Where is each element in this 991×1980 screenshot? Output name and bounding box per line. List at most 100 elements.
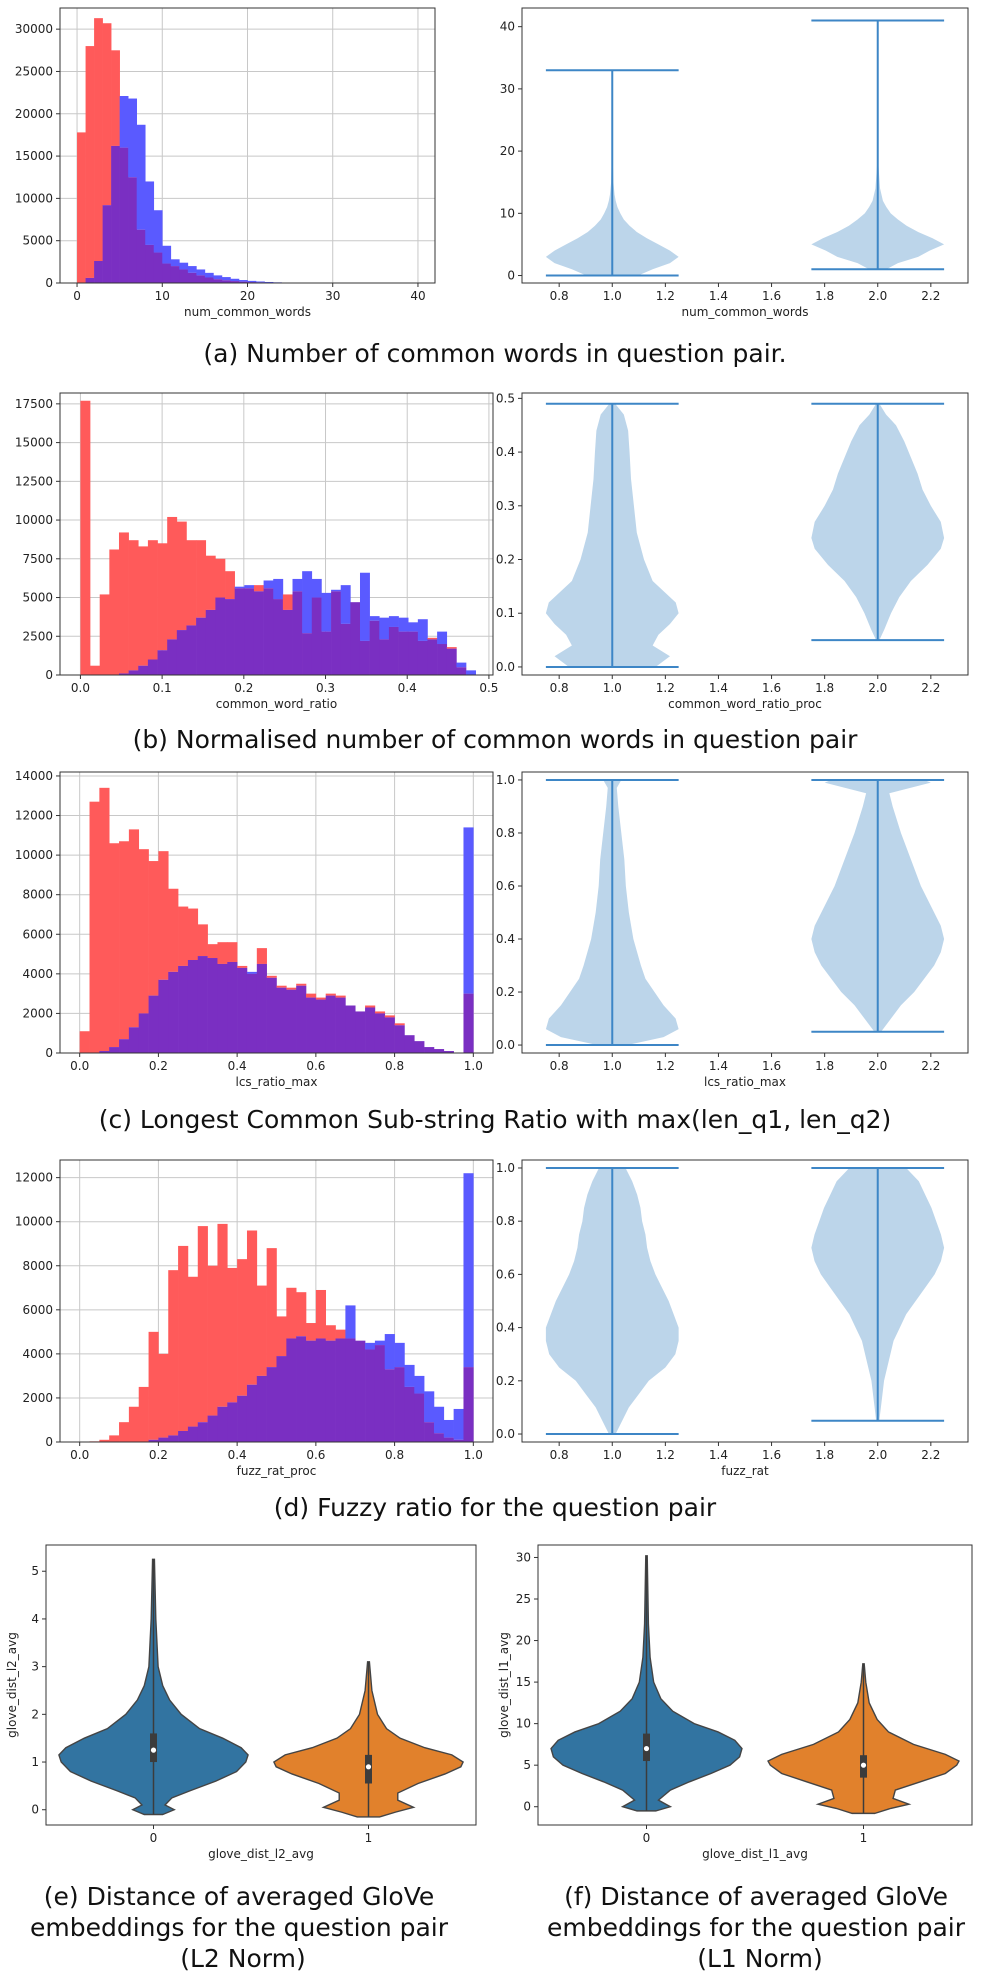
bar-label-0 bbox=[207, 944, 218, 959]
y-tick-label: 30 bbox=[500, 82, 515, 96]
y-tick-label: 1 bbox=[31, 1755, 39, 1769]
bar-overlap bbox=[119, 147, 129, 283]
chart-d-violin: 0.8 1.0 1.2 1.4 1.6 1.8 2.0 2.2 0.0 0.2 0.4 0.6 0.8 1… bbox=[496, 1159, 969, 1478]
y-tick-label: 12000 bbox=[15, 809, 53, 823]
bar-overlap bbox=[102, 205, 112, 283]
caption-e-line-1: (e) Distance of averaged GloVe bbox=[44, 1882, 434, 1911]
axes-frame bbox=[59, 392, 494, 676]
bar-overlap bbox=[365, 1349, 376, 1442]
x-tick-label: 1.6 bbox=[762, 289, 781, 303]
bar-overlap bbox=[225, 599, 235, 675]
bar-overlap bbox=[359, 640, 370, 675]
x-tick-label: 1.2 bbox=[656, 1448, 675, 1462]
bar-label-1 bbox=[230, 278, 240, 282]
x-tick-label: 0.8 bbox=[550, 289, 569, 303]
bar-label-1 bbox=[374, 1340, 386, 1346]
x-axis-label: fuzz_rat_proc bbox=[237, 1464, 317, 1478]
bar-overlap bbox=[266, 1367, 277, 1442]
bar-label-1 bbox=[179, 262, 189, 270]
bar-label-1 bbox=[424, 1391, 435, 1423]
bar-label-0 bbox=[89, 801, 100, 1053]
chart-b-violin: 0.8 1.0 1.2 1.4 1.6 1.8 2.0 2.2 0.0 0.1 0.2 0.3 0.4 0… bbox=[496, 391, 969, 711]
y-tick-label: 5000 bbox=[22, 234, 53, 248]
bar-overlap bbox=[394, 1025, 405, 1053]
bar-overlap bbox=[213, 279, 223, 283]
violin-median-1 bbox=[365, 1764, 372, 1770]
bar-overlap bbox=[424, 1422, 435, 1442]
caption-c: (c) Longest Common Sub-string Ratio with… bbox=[99, 1105, 892, 1134]
bar-overlap bbox=[148, 1439, 159, 1442]
bar-overlap bbox=[215, 597, 226, 675]
bar-overlap bbox=[292, 591, 303, 675]
bar-label-0 bbox=[384, 1015, 395, 1018]
bar-overlap bbox=[158, 979, 169, 1053]
bar-overlap bbox=[463, 993, 474, 1053]
bar-label-0 bbox=[158, 851, 169, 980]
x-tick-label: 1.0 bbox=[603, 681, 622, 695]
y-tick-label: 0.0 bbox=[496, 1038, 515, 1052]
bar-label-1 bbox=[365, 1342, 376, 1350]
x-tick-label: 2.2 bbox=[921, 289, 940, 303]
bar-overlap bbox=[446, 648, 457, 675]
y-tick-label: 0.2 bbox=[496, 553, 515, 567]
bar-overlap bbox=[197, 1422, 208, 1442]
x-tick-label: 0.5 bbox=[479, 681, 498, 695]
bar-overlap bbox=[217, 963, 228, 1053]
bar-overlap bbox=[168, 1435, 179, 1442]
y-tick-label: 15000 bbox=[15, 436, 53, 450]
x-tick-label: 1.6 bbox=[762, 1448, 781, 1462]
bar-overlap bbox=[433, 1433, 445, 1442]
bar-overlap bbox=[128, 670, 139, 675]
y-tick-label: 10000 bbox=[15, 1215, 53, 1229]
y-tick-label: 0 bbox=[31, 1803, 39, 1817]
y-tick-label: 15000 bbox=[15, 149, 53, 163]
x-tick-label: 0.3 bbox=[316, 681, 335, 695]
bar-overlap bbox=[404, 1035, 415, 1053]
y-tick-label: 0.6 bbox=[496, 879, 515, 893]
bar-overlap bbox=[296, 985, 307, 1053]
caption-f-line-1: (f) Distance of averaged GloVe bbox=[564, 1882, 948, 1911]
bar-overlap bbox=[325, 995, 336, 1053]
bar-overlap bbox=[207, 1415, 218, 1442]
bar-label-1 bbox=[414, 1375, 425, 1394]
x-tick-label: 2.0 bbox=[868, 1448, 887, 1462]
bar-label-1 bbox=[379, 617, 390, 640]
y-tick-label: 2 bbox=[31, 1707, 39, 1721]
bar-overlap bbox=[204, 277, 214, 283]
violin-median-0 bbox=[643, 1745, 650, 1752]
x-axis-label: common_word_ratio_proc bbox=[668, 697, 822, 711]
y-tick-label: 20 bbox=[516, 1634, 531, 1648]
bar-label-1 bbox=[196, 269, 206, 276]
bar-label-0 bbox=[109, 843, 120, 1048]
bar-overlap bbox=[147, 659, 158, 675]
bar-label-1 bbox=[443, 1419, 454, 1438]
axes-frame bbox=[521, 392, 969, 676]
y-tick-label: 12500 bbox=[15, 474, 53, 488]
x-tick-label: 1.0 bbox=[603, 289, 622, 303]
bar-label-0 bbox=[138, 546, 149, 666]
y-tick-label: 2000 bbox=[22, 1006, 53, 1020]
bar-overlap bbox=[111, 145, 120, 283]
bar-label-1 bbox=[302, 571, 313, 634]
bar-overlap bbox=[170, 266, 180, 283]
x-axis-label: num_common_words bbox=[184, 305, 311, 319]
bar-label-0 bbox=[266, 975, 277, 978]
bar-label-0 bbox=[335, 1329, 346, 1339]
bar-overlap bbox=[331, 591, 342, 675]
y-tick-label: 0 bbox=[45, 1435, 53, 1449]
bar-overlap bbox=[335, 1338, 346, 1442]
bar-label-1 bbox=[417, 619, 428, 641]
bar-overlap bbox=[398, 631, 409, 675]
bar-label-0 bbox=[94, 18, 103, 262]
bar-overlap bbox=[424, 1047, 435, 1053]
bar-label-0 bbox=[446, 647, 457, 649]
y-tick-label: 6000 bbox=[22, 1303, 53, 1317]
bar-label-0 bbox=[315, 1289, 327, 1339]
bar-overlap bbox=[158, 1437, 169, 1442]
x-tick-label: 0.8 bbox=[550, 1059, 569, 1073]
bar-overlap bbox=[340, 623, 351, 675]
bar-overlap bbox=[178, 965, 189, 1053]
bar-label-0 bbox=[167, 516, 178, 640]
bar-label-0 bbox=[237, 1259, 248, 1396]
bar-overlap bbox=[345, 1338, 356, 1442]
